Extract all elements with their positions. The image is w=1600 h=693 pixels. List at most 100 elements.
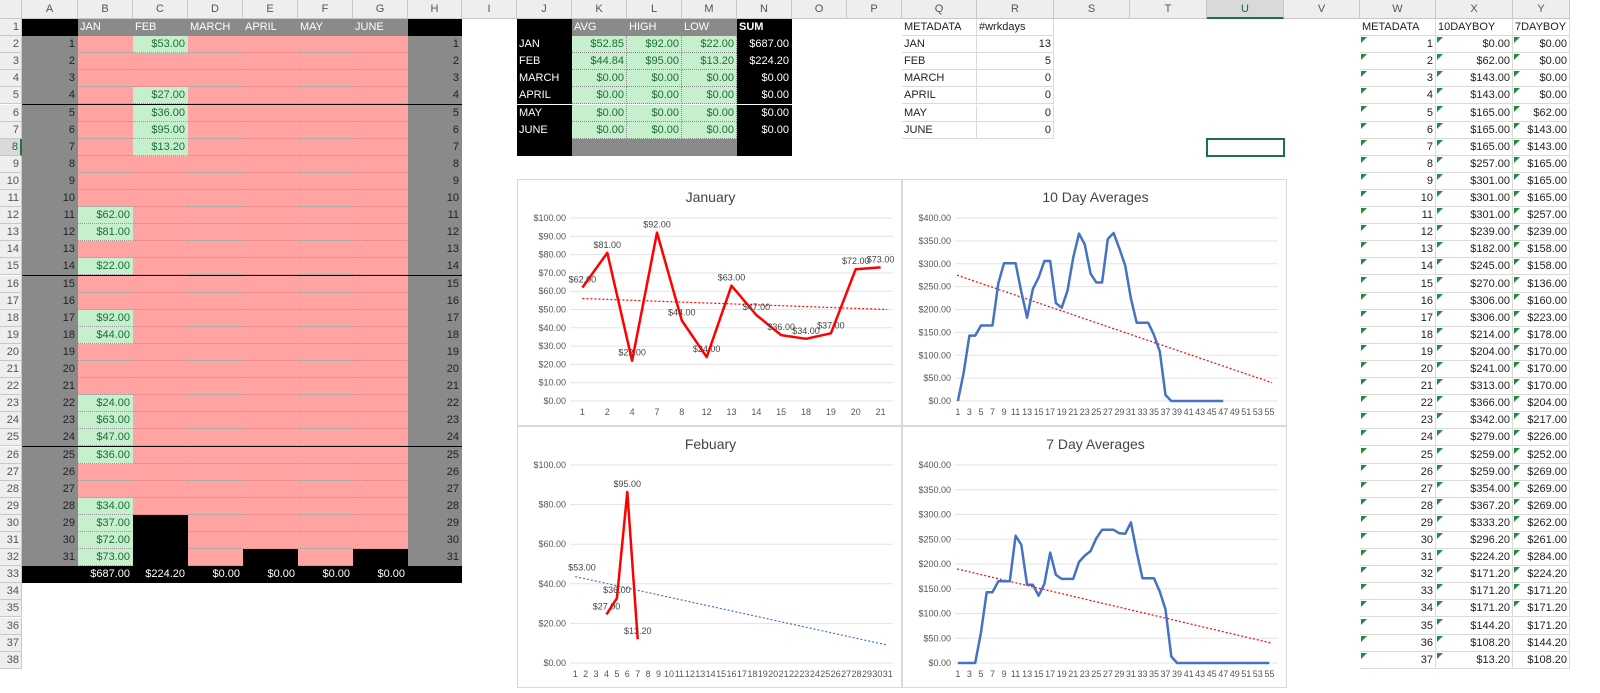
column-header-b[interactable]: B <box>78 0 133 19</box>
summary-footer[interactable] <box>572 138 627 156</box>
day-number[interactable]: 15 <box>22 275 78 293</box>
month-empty[interactable] <box>243 532 298 550</box>
row-header-25[interactable]: 25 <box>0 429 22 447</box>
month-empty[interactable] <box>188 53 243 71</box>
metadata2-10day[interactable]: $245.00 <box>1436 258 1513 276</box>
metadata2-index[interactable]: 16 <box>1360 292 1436 310</box>
metadata2-10day[interactable]: $270.00 <box>1436 275 1513 293</box>
row-header-11[interactable]: 11 <box>0 190 22 208</box>
metadata2-7day[interactable]: $158.00 <box>1513 241 1570 259</box>
metadata2-10day[interactable]: $259.00 <box>1436 463 1513 481</box>
feb-empty[interactable] <box>133 463 188 481</box>
day-number[interactable]: 29 <box>22 514 78 532</box>
summary-avg[interactable]: $0.00 <box>572 121 627 139</box>
day-number[interactable]: 21 <box>22 378 78 396</box>
row-header-37[interactable]: 37 <box>0 634 22 652</box>
month-empty[interactable] <box>353 155 408 173</box>
metadata2-index[interactable]: 22 <box>1360 395 1436 413</box>
month-empty[interactable] <box>298 292 353 310</box>
row-header-20[interactable]: 20 <box>0 343 22 361</box>
metadata2-index[interactable]: 30 <box>1360 532 1436 550</box>
month-empty[interactable] <box>298 549 353 567</box>
row-header-19[interactable]: 19 <box>0 326 22 344</box>
day-number[interactable]: 2 <box>408 53 462 71</box>
day-number[interactable]: 18 <box>22 326 78 344</box>
month-empty[interactable] <box>243 429 298 447</box>
metadata-month[interactable]: JAN <box>902 36 977 54</box>
month-empty[interactable] <box>353 480 408 498</box>
column-header-t[interactable]: T <box>1130 0 1207 19</box>
metadata2-index[interactable]: 33 <box>1360 583 1436 601</box>
metadata-label[interactable]: METADATA <box>902 19 977 37</box>
month-empty[interactable] <box>188 104 243 122</box>
row-header-2[interactable]: 2 <box>0 36 22 54</box>
column-header-h[interactable]: H <box>408 0 462 19</box>
month-empty[interactable] <box>298 395 353 413</box>
month-empty[interactable] <box>353 190 408 208</box>
summary-footer[interactable] <box>627 138 682 156</box>
metadata2-10day[interactable]: $171.20 <box>1436 566 1513 584</box>
month-empty[interactable] <box>298 87 353 105</box>
metadata2-index[interactable]: 19 <box>1360 343 1436 361</box>
day-number[interactable]: 6 <box>408 121 462 139</box>
month-empty[interactable] <box>188 275 243 293</box>
month-header-may[interactable]: MAY <box>298 19 353 37</box>
month-empty[interactable] <box>298 326 353 344</box>
month-empty[interactable] <box>188 224 243 242</box>
month-empty[interactable] <box>353 104 408 122</box>
month-empty[interactable] <box>243 361 298 379</box>
metadata2-7day[interactable]: $0.00 <box>1513 87 1570 105</box>
metadata2-index[interactable]: 35 <box>1360 617 1436 635</box>
month-empty[interactable] <box>353 207 408 225</box>
summary-header-high[interactable]: HIGH <box>627 19 682 37</box>
day-number[interactable]: 19 <box>22 343 78 361</box>
metadata2-index[interactable]: 25 <box>1360 446 1436 464</box>
jan-empty[interactable] <box>78 292 133 310</box>
chart-7-day-averages[interactable]: 7 Day Averages $0.00 $50.00 $100.00 $150.00 $… <box>902 426 1287 688</box>
month-empty[interactable] <box>298 309 353 327</box>
month-empty[interactable] <box>353 343 408 361</box>
metadata-month[interactable]: MARCH <box>902 70 977 88</box>
summary-sum[interactable]: $0.00 <box>737 104 792 122</box>
metadata2-7day[interactable]: $257.00 <box>1513 207 1570 225</box>
row-header-21[interactable]: 21 <box>0 361 22 379</box>
month-header-jan[interactable]: JAN <box>78 19 133 37</box>
summary-avg[interactable]: $44.84 <box>572 53 627 71</box>
month-header-june[interactable]: JUNE <box>353 19 408 37</box>
day-number[interactable]: 10 <box>408 190 462 208</box>
day-number[interactable]: 1 <box>408 36 462 54</box>
feb-no-day[interactable] <box>133 514 188 532</box>
row-header-16[interactable]: 16 <box>0 275 22 293</box>
metadata2-10day[interactable]: $0.00 <box>1436 36 1513 54</box>
column-header-c[interactable]: C <box>133 0 188 19</box>
month-empty[interactable] <box>243 87 298 105</box>
column-header-e[interactable]: E <box>243 0 298 19</box>
month-empty[interactable] <box>243 412 298 430</box>
metadata2-10day[interactable]: $165.00 <box>1436 121 1513 139</box>
month-empty[interactable] <box>243 343 298 361</box>
metadata2-10day[interactable]: $13.20 <box>1436 651 1513 669</box>
jan-value[interactable]: $72.00 <box>78 532 133 550</box>
summary-corner[interactable] <box>517 19 572 37</box>
row-header-3[interactable]: 3 <box>0 53 22 71</box>
feb-value[interactable]: $27.00 <box>133 87 188 105</box>
month-empty[interactable] <box>298 258 353 276</box>
no-day[interactable] <box>353 549 408 567</box>
metadata2-10day[interactable]: $171.20 <box>1436 600 1513 618</box>
month-empty[interactable] <box>243 104 298 122</box>
day-number[interactable]: 24 <box>408 429 462 447</box>
jan-value[interactable]: $47.00 <box>78 429 133 447</box>
month-empty[interactable] <box>353 378 408 396</box>
summary-footer[interactable] <box>737 138 792 156</box>
month-empty[interactable] <box>298 104 353 122</box>
summary-avg[interactable]: $0.00 <box>572 87 627 105</box>
month-empty[interactable] <box>298 70 353 88</box>
month-empty[interactable] <box>243 190 298 208</box>
cell-h1[interactable] <box>408 19 462 37</box>
day-number[interactable]: 6 <box>22 121 78 139</box>
summary-low[interactable]: $13.20 <box>682 53 737 71</box>
month-empty[interactable] <box>243 172 298 190</box>
day-number[interactable]: 26 <box>408 463 462 481</box>
day-number[interactable]: 20 <box>408 361 462 379</box>
month-empty[interactable] <box>298 138 353 156</box>
